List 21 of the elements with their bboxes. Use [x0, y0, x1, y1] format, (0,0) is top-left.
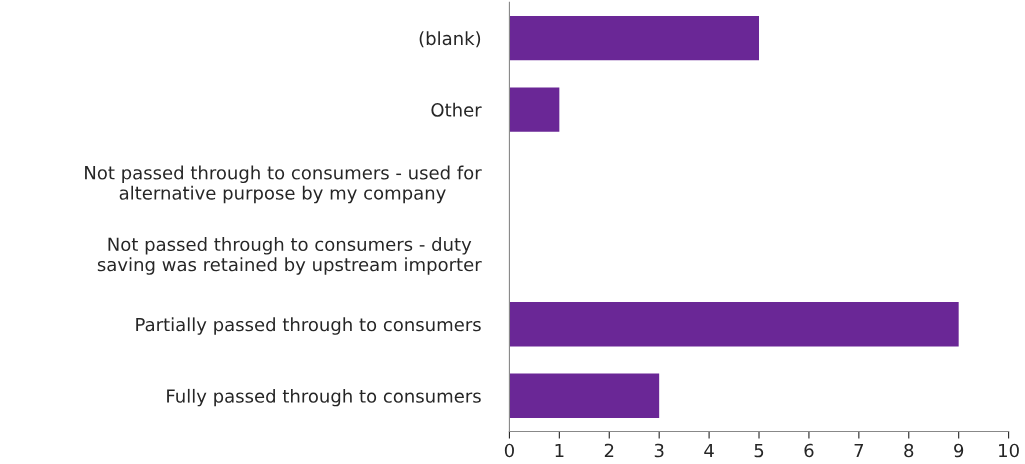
- bar: [509, 87, 560, 132]
- x-tick-label: 4: [704, 443, 714, 458]
- y-tick-label: Fully passed through to consumers: [167, 388, 481, 407]
- x-tick-label: 10: [999, 443, 1019, 458]
- y-tick-label: (blank): [419, 31, 481, 48]
- x-tick-label: 0: [504, 443, 514, 458]
- x-tick-label: 5: [754, 443, 764, 458]
- bar: [509, 15, 760, 61]
- x-tick-label: 6: [804, 443, 814, 458]
- x-tick-label: 1: [555, 443, 564, 458]
- bar: [509, 373, 660, 418]
- x-tick-label: 2: [604, 443, 614, 458]
- y-tick-label: Partially passed through to consumers: [136, 317, 481, 335]
- x-tick-label: 7: [854, 443, 864, 458]
- bar: [509, 302, 959, 347]
- x-tick-label: 9: [954, 443, 964, 458]
- y-tick-label: Other: [431, 102, 482, 117]
- y-tick-label: Not passed through to consumers - duty saving was retained by upstream importer: [97, 237, 482, 275]
- x-tick-label: 3: [654, 443, 664, 458]
- x-tick-label: 8: [904, 443, 914, 458]
- y-tick-label: Not passed through to consumers - used for alternative purpose by my company: [85, 165, 482, 204]
